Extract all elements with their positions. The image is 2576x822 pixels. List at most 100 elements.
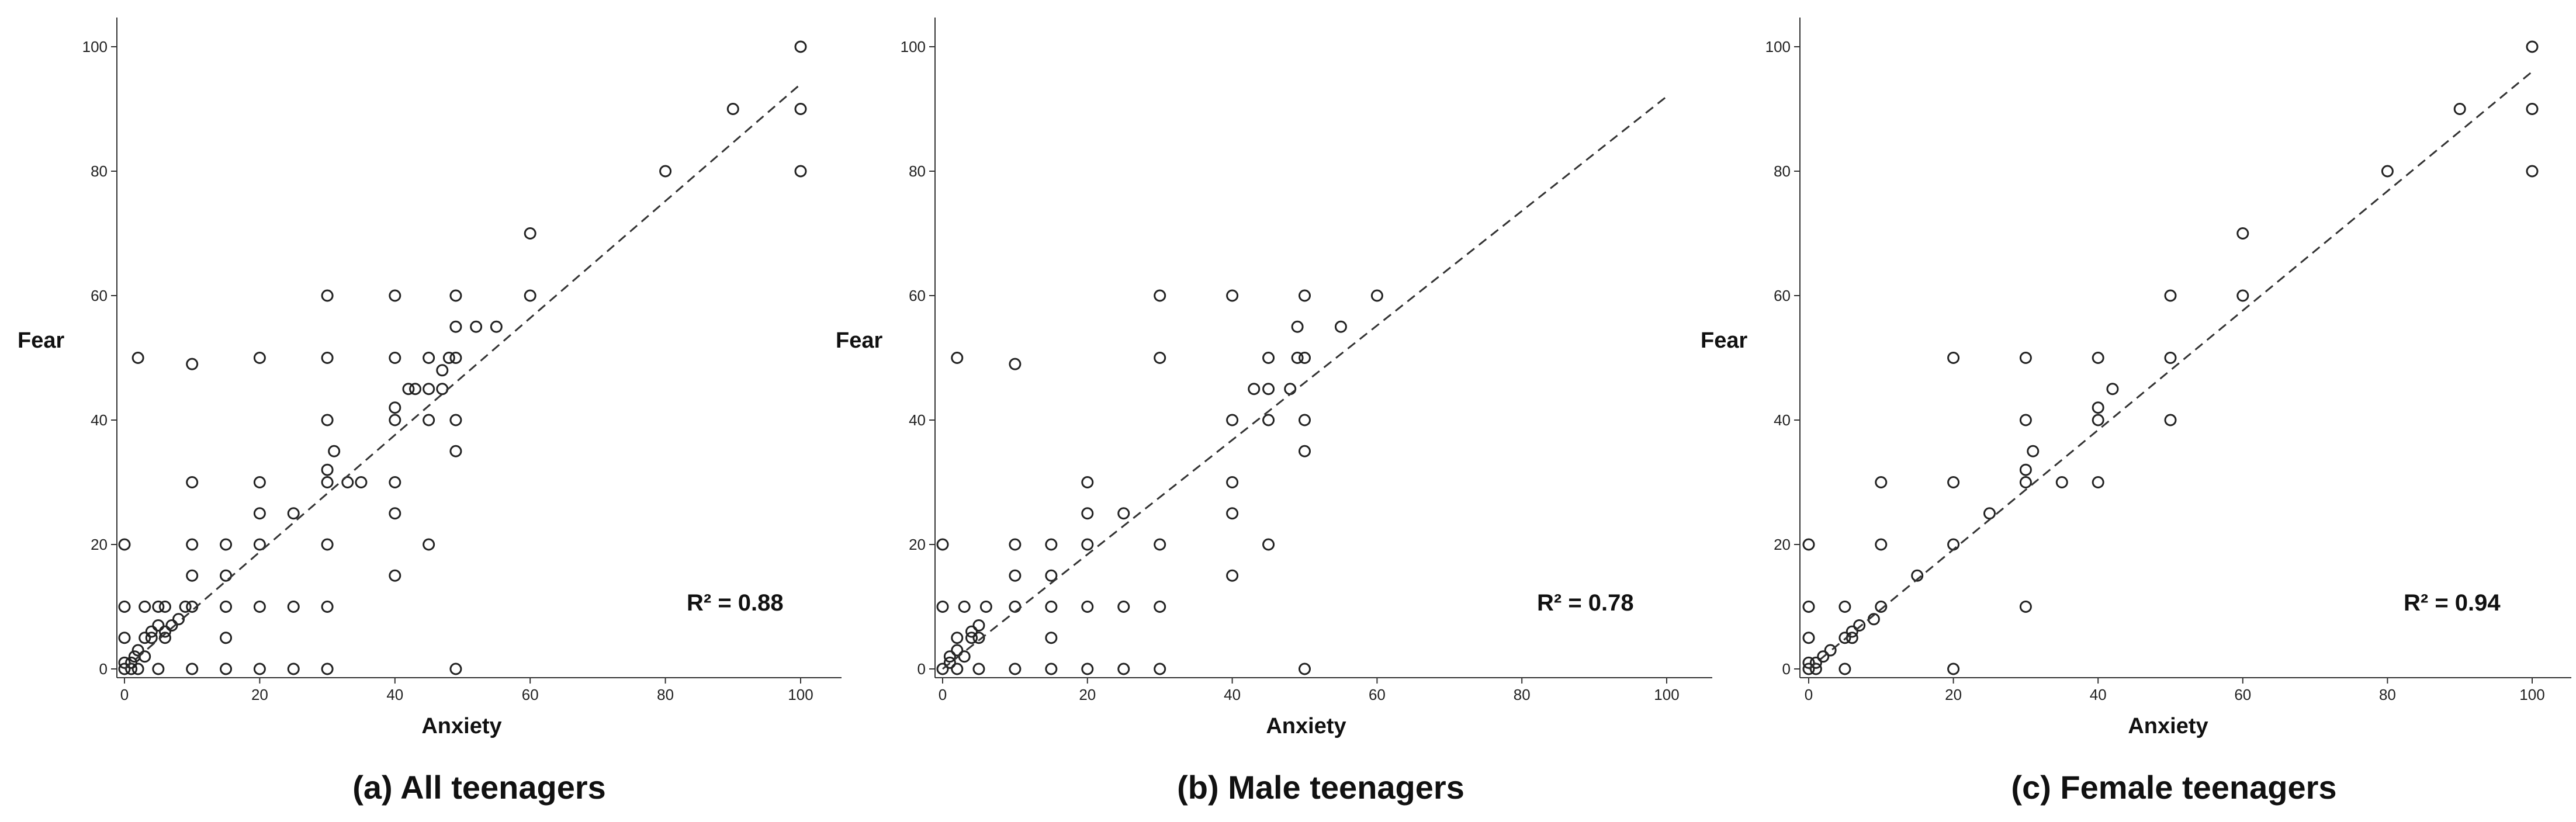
x-tick-label: 80 xyxy=(1514,686,1531,703)
scatter-point xyxy=(131,644,144,657)
scatter-point xyxy=(1248,383,1261,396)
scatter-point xyxy=(1262,538,1275,551)
scatter-point xyxy=(2092,476,2104,488)
scatter-point xyxy=(355,476,368,488)
fit-line-female xyxy=(1808,71,2533,670)
scatter-point xyxy=(2106,383,2119,396)
scatter-point xyxy=(118,663,131,675)
scatter-point xyxy=(253,507,266,520)
scatter-point xyxy=(972,619,985,632)
scatter-point xyxy=(1081,507,1094,520)
scatter-point xyxy=(1299,445,1311,457)
scatter-point xyxy=(220,663,233,675)
x-tick-label: 40 xyxy=(1224,686,1241,703)
scatter-point xyxy=(1045,663,1058,675)
scatter-point xyxy=(1045,601,1058,613)
y-tick-label: 20 xyxy=(909,536,926,553)
scatter-point xyxy=(794,165,807,178)
x-axis-title-female: Anxiety xyxy=(2128,714,2208,738)
scatter-point xyxy=(253,601,266,613)
scatter-point xyxy=(1291,320,1304,333)
scatter-point xyxy=(145,625,158,638)
scatter-point xyxy=(936,601,949,613)
scatter-point xyxy=(1875,601,1888,613)
scatter-point xyxy=(165,619,178,632)
scatter-point xyxy=(321,463,334,476)
scatter-point xyxy=(287,507,300,520)
scatter-point xyxy=(1334,320,1347,333)
scatter-point xyxy=(2019,414,2032,426)
scatter-point xyxy=(1154,663,1166,675)
scatter-point xyxy=(1154,352,1166,364)
scatter-point xyxy=(2019,463,2032,476)
caption-female-teenagers: (c) Female teenagers xyxy=(2011,769,2336,806)
scatter-point xyxy=(321,352,334,364)
x-tick-label: 40 xyxy=(386,686,403,703)
y-tick-label: 0 xyxy=(917,660,926,678)
scatter-point xyxy=(936,538,949,551)
scatter-point xyxy=(2453,103,2466,115)
scatter-point xyxy=(389,414,401,426)
x-tick-label: 60 xyxy=(522,686,539,703)
scatter-point xyxy=(1154,601,1166,613)
y-tick-label: 80 xyxy=(91,162,108,180)
scatter-point xyxy=(2019,601,2032,613)
x-tick-label: 80 xyxy=(657,686,674,703)
scatter-point xyxy=(1875,476,1888,488)
scatter-point xyxy=(172,613,185,626)
fit-line-all xyxy=(124,83,801,670)
scatter-point xyxy=(2164,352,2177,364)
y-tick-label: 80 xyxy=(909,162,926,180)
scatter-point xyxy=(1117,601,1130,613)
scatter-point xyxy=(1809,656,1822,669)
scatter-point xyxy=(965,632,978,644)
scatter-point xyxy=(958,601,971,613)
scatter-point xyxy=(321,289,334,302)
scatter-point xyxy=(118,632,131,644)
scatter-point xyxy=(979,601,992,613)
scatter-point xyxy=(794,40,807,53)
scatter-point xyxy=(402,383,415,396)
scatter-point xyxy=(220,538,233,551)
scatter-point xyxy=(2526,40,2539,53)
scatter-point xyxy=(1817,650,1830,663)
scatter-point xyxy=(1226,507,1239,520)
scatter-point xyxy=(1045,569,1058,582)
scatter-point xyxy=(1802,663,1815,675)
scatter-point xyxy=(118,538,131,551)
scatter-point xyxy=(1262,383,1275,396)
scatter-point xyxy=(2236,289,2249,302)
x-tick-label: 100 xyxy=(1654,686,1679,703)
scatter-point xyxy=(287,601,300,613)
caption-all-teenagers: (a) All teenagers xyxy=(352,769,606,806)
scatter-point xyxy=(139,632,151,644)
scatter-point xyxy=(1226,476,1239,488)
y-axis-title-male: Fear xyxy=(836,328,882,353)
scatter-point xyxy=(1262,414,1275,426)
scatter-point xyxy=(972,663,985,675)
scatter-point xyxy=(1875,538,1888,551)
scatter-point xyxy=(152,601,165,613)
scatter-point xyxy=(1081,663,1094,675)
x-tick-label: 60 xyxy=(2234,686,2251,703)
scatter-point xyxy=(1117,663,1130,675)
scatter-point xyxy=(1226,414,1239,426)
x-ticks-all: 0 20 40 60 80 100 xyxy=(120,678,813,703)
y-tick-label: 20 xyxy=(1774,536,1791,553)
scatter-point xyxy=(1299,289,1311,302)
scatter-point xyxy=(1081,476,1094,488)
scatter-point xyxy=(389,569,401,582)
scatter-point xyxy=(321,601,334,613)
scatter-point xyxy=(2092,414,2104,426)
scatter-point xyxy=(389,507,401,520)
scatter-point xyxy=(131,352,144,364)
scatter-points-female xyxy=(1802,40,2539,675)
scatter-point xyxy=(1802,632,1815,644)
scatter-points-all xyxy=(118,40,807,675)
scatter-point xyxy=(125,656,138,669)
y-tick-label: 100 xyxy=(1765,38,1791,56)
scatter-point xyxy=(253,476,266,488)
scatter-point xyxy=(186,538,199,551)
y-tick-label: 100 xyxy=(901,38,926,56)
